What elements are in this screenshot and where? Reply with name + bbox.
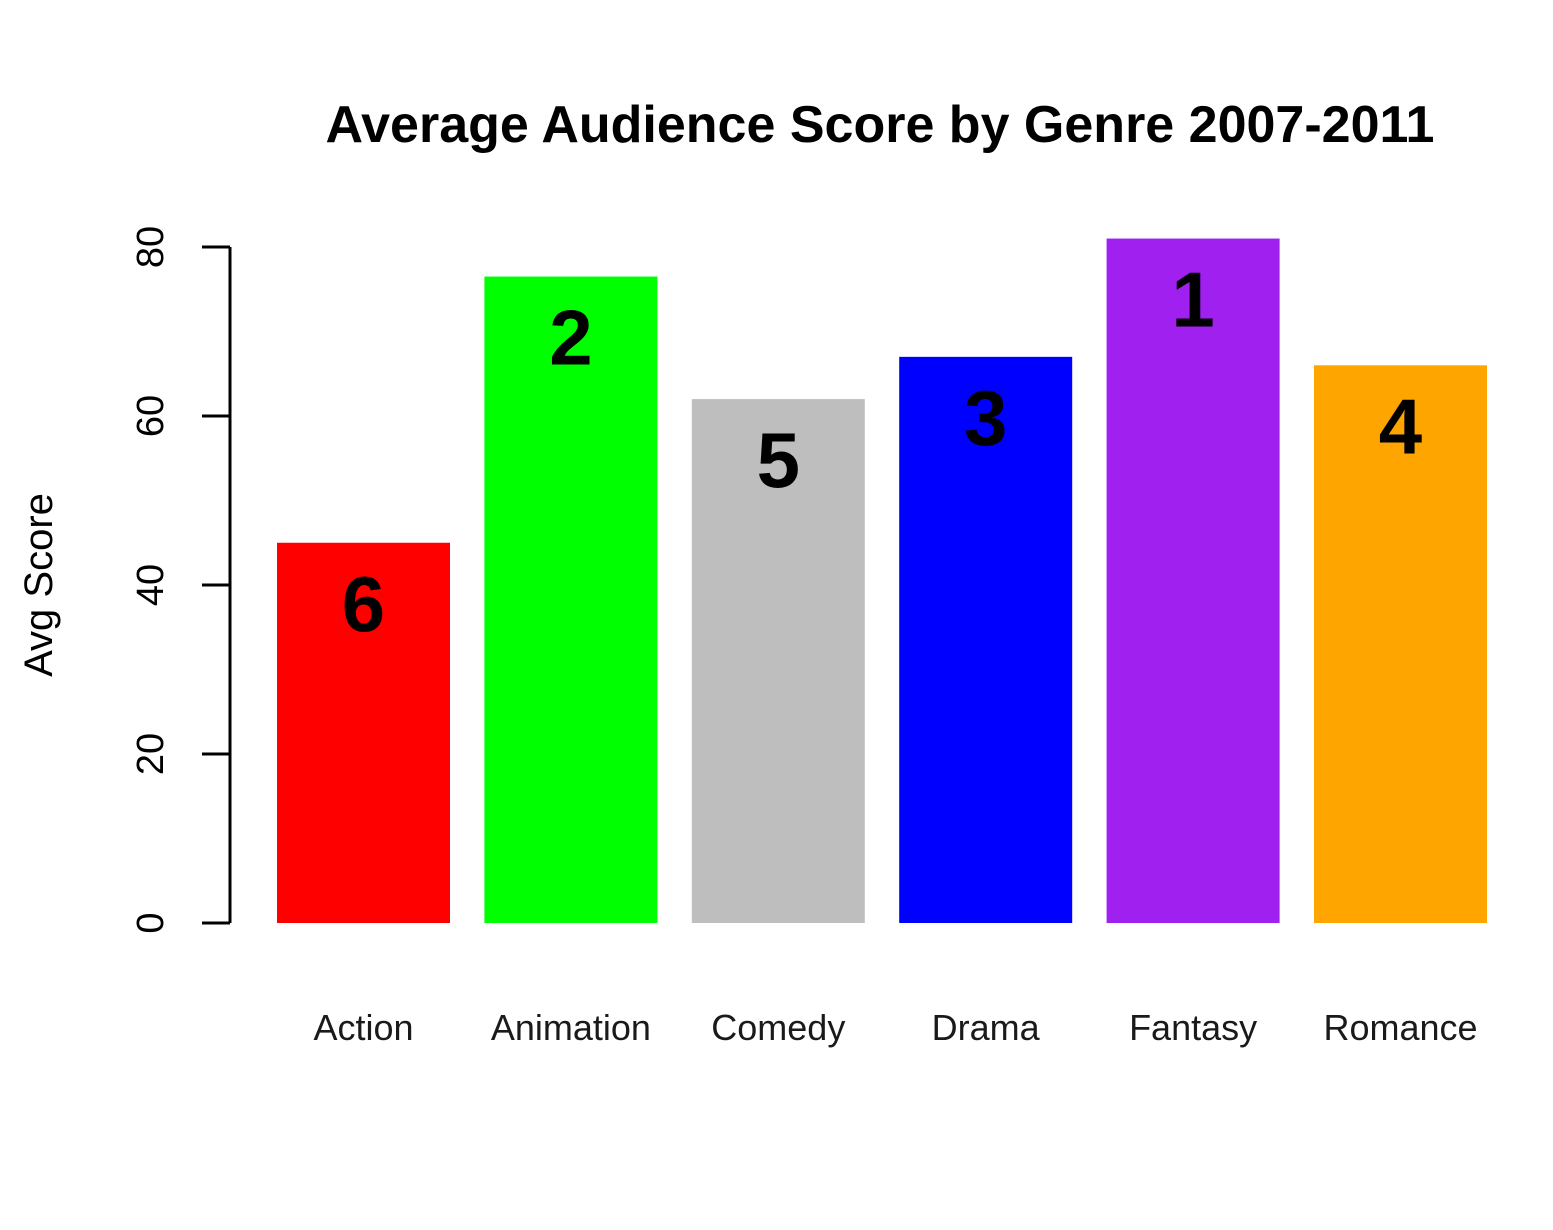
category-label-comedy: Comedy bbox=[711, 1007, 845, 1048]
category-label-animation: Animation bbox=[491, 1007, 651, 1048]
category-label-fantasy: Fantasy bbox=[1129, 1007, 1257, 1048]
y-axis-label: Avg Score bbox=[17, 493, 61, 677]
bar-rank-label: 3 bbox=[964, 374, 1007, 462]
y-tick-label: 60 bbox=[130, 395, 172, 437]
bar-rank-label: 6 bbox=[342, 560, 385, 648]
category-label-drama: Drama bbox=[932, 1007, 1041, 1048]
bar-animation bbox=[484, 276, 658, 923]
bar-comedy bbox=[691, 399, 865, 924]
category-label-action: Action bbox=[313, 1007, 413, 1048]
bar-rank-label: 1 bbox=[1171, 256, 1214, 344]
bar-romance bbox=[1314, 365, 1487, 923]
bar-action bbox=[277, 542, 450, 923]
category-label-romance: Romance bbox=[1323, 1007, 1477, 1048]
y-axis: 0 20 40 60 80 bbox=[130, 226, 232, 934]
bars-group bbox=[277, 238, 1487, 924]
bar-rank-label: 4 bbox=[1379, 382, 1422, 470]
bar-labels-group: 6 2 5 3 1 4 bbox=[342, 256, 1422, 648]
bar-rank-label: 2 bbox=[549, 294, 592, 382]
bar-rank-label: 5 bbox=[757, 416, 800, 504]
y-tick-label: 40 bbox=[130, 564, 172, 606]
bar-drama bbox=[899, 356, 1073, 924]
y-tick-label: 0 bbox=[130, 912, 172, 933]
category-labels-group: Action Animation Comedy Drama Fantasy Romance bbox=[313, 1007, 1477, 1048]
bar-fantasy bbox=[1106, 238, 1280, 924]
y-tick-label: 20 bbox=[130, 733, 172, 775]
y-tick-label: 80 bbox=[130, 226, 172, 268]
chart-title: Average Audience Score by Genre 2007-201… bbox=[326, 96, 1435, 154]
